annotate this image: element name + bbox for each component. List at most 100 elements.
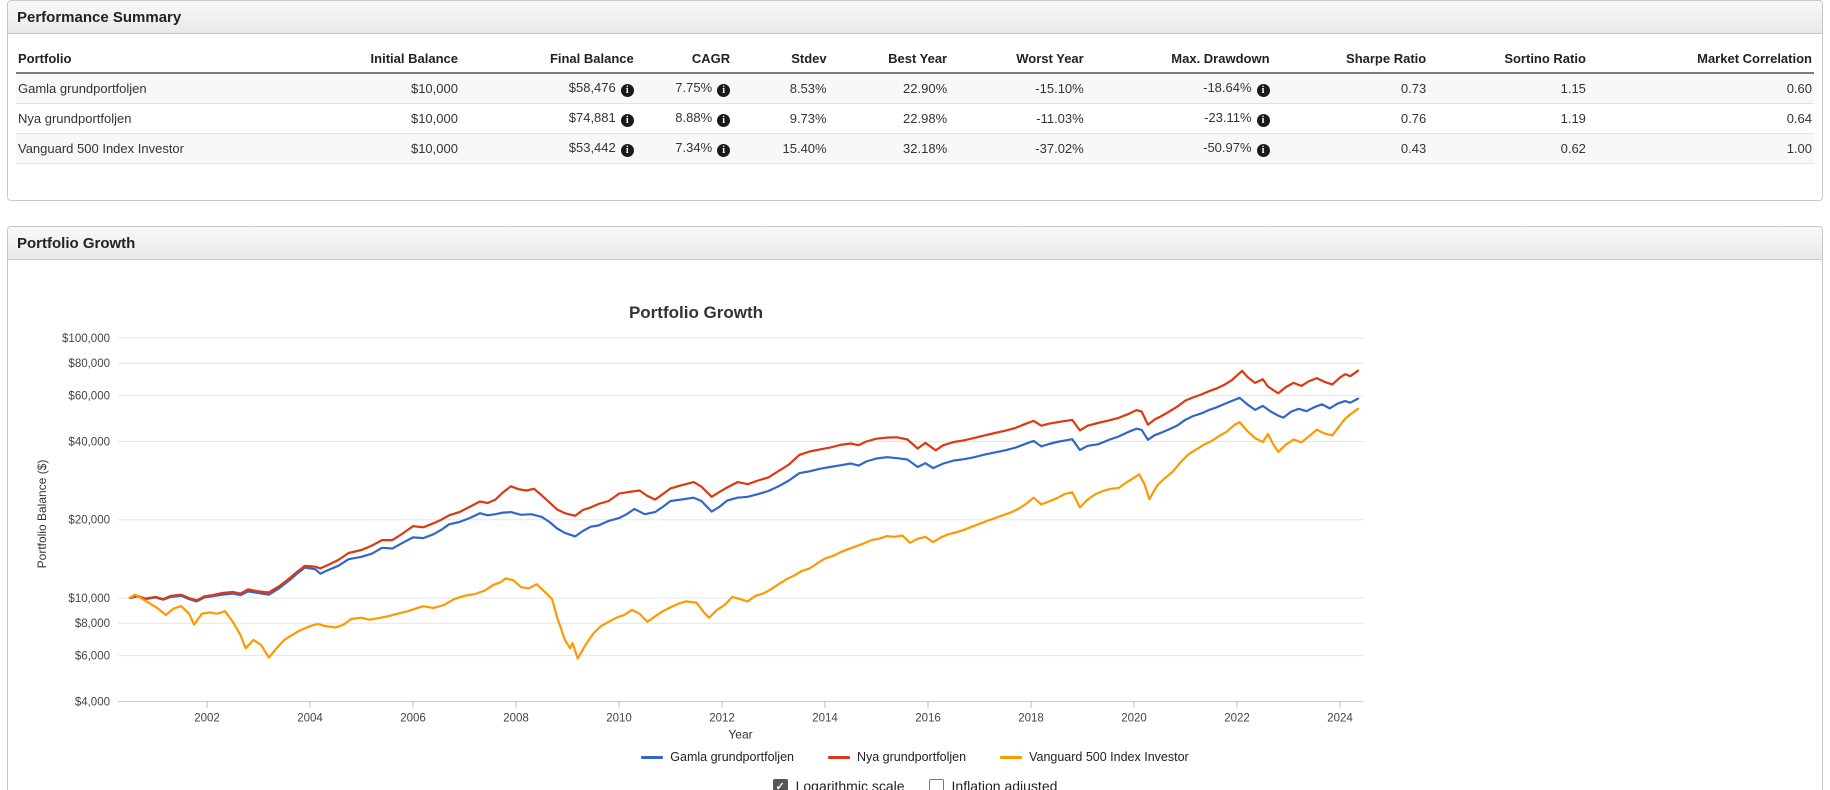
cell-value: 0.62 [1560,141,1586,156]
y-axis-tick-label: $40,000 [68,436,110,448]
chart-title: Portfolio Growth [629,303,763,322]
cell-value: 0.60 [1786,81,1812,96]
value-cell: 7.34% i [635,133,733,164]
legend-label: Vanguard 500 Index Investor [1029,750,1189,764]
checkbox-unchecked-icon[interactable] [928,778,944,790]
summary-header-row: Portfolio Initial Balance Final Balance CAG… [16,44,1814,74]
portfolio-growth-panel: Portfolio Growth Portfolio Growth $100,00… [7,226,1823,790]
x-axis-tick-label: 2004 [297,713,323,725]
performance-summary-body: Portfolio Initial Balance Final Balance CAG… [7,34,1823,201]
summary-row: Gamla grundportfoljen $10,000 $58,476 i 7.75… [16,73,1814,104]
cell-value: 32.18% [903,141,948,156]
value-cell: 0.43 [1271,133,1429,164]
value-cell: 7.75% i [635,73,733,104]
x-axis-title: Year [728,728,752,741]
cell-value: 8.88% [675,110,713,125]
column-header-market-correlation: Market Correlation [1587,44,1814,74]
info-icon[interactable]: i [620,114,634,127]
legend-item-gamla-grundportfoljen: Gamla grundportfoljen [641,750,794,764]
cell-value: 0.76 [1400,111,1427,126]
value-cell: $10,000 [329,133,460,164]
y-axis-tick-label: $4,000 [75,696,110,708]
performance-summary-title: Performance Summary [17,9,182,26]
value-cell: -50.97% i [1085,133,1272,164]
x-axis-tick-label: 2014 [812,713,838,725]
control-logarithmic-scale[interactable]: ✓ Logarithmic scale [772,778,905,790]
x-axis-tick-label: 2002 [194,713,220,725]
info-icon[interactable]: i [1256,84,1270,97]
checkbox-label[interactable]: Inflation adjusted [951,778,1058,790]
cell-value: 9.73% [789,111,827,126]
value-cell: 0.60 [1587,73,1814,104]
info-icon[interactable]: i [717,114,731,127]
x-axis-tick-label: 2016 [915,713,941,725]
value-cell: $10,000 [329,103,460,134]
cell-value: 8.53% [789,81,827,96]
cell-value: Nya grundportfoljen [18,111,132,126]
performance-summary-header: Performance Summary [7,0,1823,34]
performance-summary-panel: Performance Summary Portfolio Initial Bal… [7,0,1823,201]
y-axis-tick-label: $8,000 [75,618,110,630]
value-cell: $58,476 i [459,73,636,104]
value-cell: 0.62 [1428,133,1588,164]
info-icon[interactable]: i [620,84,634,97]
info-icon[interactable]: i [717,144,731,157]
column-header-cagr: CAGR [635,44,733,74]
legend-line-swatch [827,755,850,759]
y-axis-tick-label: $20,000 [68,515,110,527]
value-cell: 32.18% [828,133,950,164]
info-icon[interactable]: i [717,84,731,97]
column-header-portfolio: Portfolio [16,44,330,74]
column-header-initial-balance: Initial Balance [329,44,460,74]
checkbox-checked-icon[interactable]: ✓ [772,778,788,790]
chart-controls: ✓ Logarithmic scale Inflation adjusted [8,778,1822,790]
column-header-sortino-ratio: Sortino Ratio [1428,44,1588,74]
cell-value: 22.98% [903,111,948,126]
cell-value: Vanguard 500 Index Investor [18,141,184,156]
info-icon[interactable]: i [1256,144,1270,157]
column-header-max-drawdown: Max. Drawdown [1085,44,1272,74]
chart-legend: Gamla grundportfoljen Nya grundportfoljen… [8,750,1822,764]
cell-value: $74,881 [568,110,616,125]
value-cell: 15.40% [732,133,829,164]
cell-value: $58,476 [568,80,616,95]
x-axis-tick-label: 2020 [1121,713,1147,725]
checkbox-label[interactable]: Logarithmic scale [795,778,905,790]
cell-value: -37.02% [1035,141,1084,156]
column-header-sharpe-ratio: Sharpe Ratio [1271,44,1429,74]
value-cell: 8.88% i [635,103,733,134]
cell-value: -11.03% [1036,111,1084,126]
value-cell: 22.98% [828,103,950,134]
cell-value: 0.64 [1786,111,1812,126]
column-header-final-balance: Final Balance [459,44,636,74]
summary-row: Nya grundportfoljen $10,000 $74,881 i 8.88% i… [16,103,1814,134]
info-icon[interactable]: i [1256,114,1270,127]
value-cell: -23.11% i [1085,103,1272,134]
portfolio-name-cell: Vanguard 500 Index Investor [16,133,330,164]
legend-label: Nya grundportfoljen [856,750,967,764]
control-inflation-adjusted[interactable]: Inflation adjusted [928,778,1058,790]
cell-value: 1.00 [1786,141,1812,156]
cell-value: 15.40% [782,141,827,156]
x-axis-tick-label: 2012 [709,713,735,725]
series-line-vanguard-500-index-investor [128,407,1360,660]
summary-row: Vanguard 500 Index Investor $10,000 $53,44… [16,133,1814,164]
value-cell: 0.76 [1271,103,1429,134]
legend-item-vanguard-500-index-investor: Vanguard 500 Index Investor [1000,750,1189,764]
column-header-stdev: Stdev [732,44,829,74]
info-icon[interactable]: i [620,144,634,157]
legend-line-swatch [641,755,664,759]
series-line-gamla-grundportfoljen [128,396,1360,603]
value-cell: -18.64% i [1085,73,1272,104]
cell-value: 7.34% [675,140,713,155]
x-axis-tick-label: 2024 [1327,713,1353,725]
series-line-nya-grundportfoljen [128,369,1360,602]
portfolio-name-cell: Gamla grundportfoljen [16,73,330,104]
legend-item-nya-grundportfoljen: Nya grundportfoljen [827,750,967,764]
value-cell: 8.53% [732,73,829,104]
cell-value: -15.10% [1035,81,1084,96]
portfolio-growth-title: Portfolio Growth [17,235,136,252]
x-axis-tick-label: 2022 [1224,713,1250,725]
value-cell: $10,000 [329,73,460,104]
portfolio-name-cell: Nya grundportfoljen [16,103,330,134]
